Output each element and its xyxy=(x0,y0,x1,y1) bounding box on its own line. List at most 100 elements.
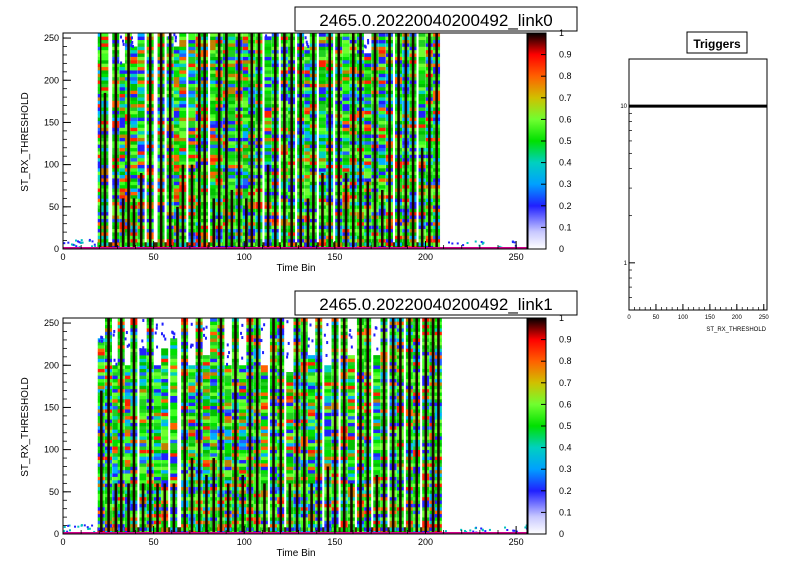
heat-cell xyxy=(130,134,138,138)
heat-cell xyxy=(378,33,386,37)
heat-cell xyxy=(137,87,145,91)
spike-column xyxy=(157,33,165,250)
sparse-cell xyxy=(101,336,104,340)
heat-cell xyxy=(119,168,127,172)
heat-cell xyxy=(124,419,132,423)
heat-cell xyxy=(124,439,132,444)
heat-cell xyxy=(130,103,138,108)
spike-column xyxy=(195,33,203,250)
heat-cell xyxy=(173,144,181,149)
sparse-cell xyxy=(131,44,134,48)
heat-cell xyxy=(264,100,272,105)
heat-cell xyxy=(342,103,350,108)
spike-column xyxy=(242,33,250,250)
dark-core xyxy=(181,164,185,249)
heat-cell xyxy=(242,43,250,47)
heat-cell xyxy=(210,87,218,91)
heat-cell xyxy=(342,80,350,84)
heat-cell xyxy=(137,117,145,122)
spike-column xyxy=(217,318,225,535)
heat-cell xyxy=(378,120,386,125)
heat-cell xyxy=(239,463,247,467)
heat-cell xyxy=(378,39,386,44)
heat-cell xyxy=(119,191,127,196)
heat-cell xyxy=(153,365,161,369)
heat-cell xyxy=(139,429,147,434)
heat-cell xyxy=(239,415,247,420)
heat-cell xyxy=(173,83,181,88)
heat-cell xyxy=(239,453,247,457)
heat-cell xyxy=(119,144,127,149)
heat-cell xyxy=(161,429,169,434)
dark-core xyxy=(212,198,216,249)
heat-cell xyxy=(112,426,120,430)
heat-cell xyxy=(242,154,250,159)
heat-cell xyxy=(304,46,312,51)
heat-cell xyxy=(202,358,210,363)
spike-column xyxy=(356,33,364,250)
dark-core xyxy=(148,318,152,534)
heat-cell xyxy=(210,107,218,111)
dark-core xyxy=(306,198,310,249)
heat-cell xyxy=(202,395,210,400)
heat-cell xyxy=(318,49,326,54)
heat-cell xyxy=(124,378,132,383)
heat-cell xyxy=(139,358,147,363)
heat-cell xyxy=(188,124,196,128)
sparse-cell xyxy=(115,362,118,366)
heat-cell xyxy=(170,405,178,410)
heat-cell xyxy=(304,100,312,105)
heat-cell xyxy=(418,66,426,71)
heat-cell xyxy=(364,56,372,61)
spike-column xyxy=(425,33,433,250)
heat-cell xyxy=(364,157,372,162)
spike-column xyxy=(293,318,301,535)
heat-cell xyxy=(418,137,426,142)
heat-cell xyxy=(224,469,232,474)
noise-cell xyxy=(86,526,89,529)
heat-cell xyxy=(224,375,232,380)
noise-cell xyxy=(474,240,477,243)
heat-cell xyxy=(124,415,132,420)
heat-cell xyxy=(364,141,372,145)
heat-cell xyxy=(418,141,426,145)
heat-cell xyxy=(304,83,312,88)
heat-cell xyxy=(137,114,145,118)
heat-cell xyxy=(228,39,236,44)
spike-column xyxy=(269,318,277,535)
spike-column xyxy=(280,33,288,250)
heat-cell xyxy=(239,399,247,403)
heat-cell xyxy=(228,97,236,101)
heat-cell xyxy=(342,76,350,81)
heat-cell xyxy=(228,43,236,47)
dark-core xyxy=(121,198,125,249)
heat-cell xyxy=(286,480,294,484)
heat-cell xyxy=(228,130,236,135)
heat-cell xyxy=(264,66,272,71)
heat-cell xyxy=(119,164,127,169)
heat-cell xyxy=(210,348,218,353)
heat-cell xyxy=(224,399,232,403)
heat-cell xyxy=(260,415,268,420)
heat-cell xyxy=(210,151,218,155)
heat-cell xyxy=(318,144,326,149)
heat-cell xyxy=(139,375,147,380)
heat-cell xyxy=(304,137,312,142)
z-tick-label: 0.8 xyxy=(559,71,572,81)
heat-cell xyxy=(264,124,272,128)
heat-cell xyxy=(304,144,312,149)
heat-cell xyxy=(161,361,169,366)
spike-column xyxy=(210,318,218,535)
heat-cell xyxy=(202,469,210,474)
heat-cell xyxy=(137,107,145,111)
heat-cell xyxy=(210,355,218,359)
heat-cell xyxy=(202,399,210,403)
heat-cell xyxy=(161,476,169,481)
heat-cell xyxy=(124,442,132,447)
heat-cell xyxy=(286,453,294,457)
heat-cell xyxy=(170,402,178,407)
heat-cell xyxy=(242,56,250,61)
sparse-cell xyxy=(130,44,133,48)
heat-cell xyxy=(239,432,247,437)
heat-cell xyxy=(260,399,268,403)
